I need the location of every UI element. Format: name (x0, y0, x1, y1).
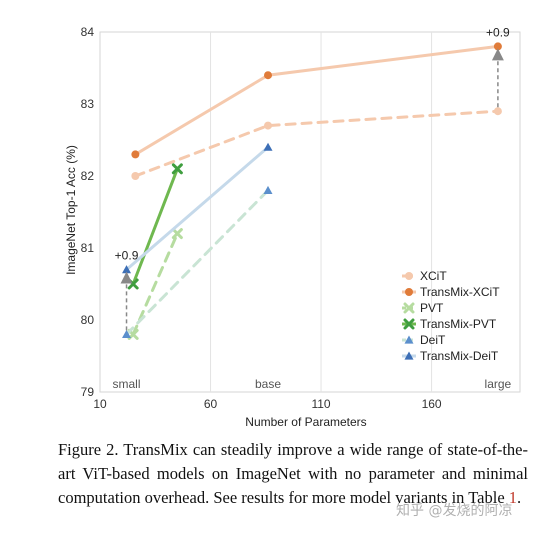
marker-x (171, 163, 183, 175)
marker-triangle (122, 329, 132, 338)
y-tick-label: 79 (81, 385, 95, 399)
marker-triangle (263, 185, 273, 194)
y-tick-label: 81 (81, 241, 95, 255)
marker-triangle (122, 265, 132, 274)
marker-triangle (404, 335, 414, 344)
y-tick-label: 82 (81, 169, 95, 183)
legend-item: TransMix-DeiT (402, 349, 499, 363)
size-label: large (485, 377, 512, 391)
figure-caption: Figure 2. TransMix can steadily improve … (58, 438, 528, 510)
y-tick-label: 84 (81, 25, 95, 39)
caption-table-ref[interactable]: 1 (508, 488, 518, 507)
y-tick-label: 83 (81, 97, 95, 111)
legend-item: TransMix-PVT (402, 317, 497, 331)
legend: XCiT TransMix-XCiT PVT TransMix-PVT DeiT Tran… (402, 269, 500, 363)
series-xcit (131, 107, 502, 180)
size-label: small (113, 377, 141, 391)
marker-x (171, 228, 183, 240)
series-transmix-pvt (127, 163, 183, 290)
series-line (131, 167, 179, 286)
marker-circle (405, 272, 413, 280)
marker-circle (131, 150, 140, 159)
grid (99, 31, 521, 393)
marker-circle (405, 288, 413, 296)
legend-label: PVT (420, 301, 444, 315)
size-label: base (255, 377, 281, 391)
series-deit (122, 185, 273, 338)
series-transmix-deit (122, 142, 273, 274)
improvement-label: +0.9 (115, 249, 139, 263)
marker-circle (264, 71, 272, 80)
series-line (125, 145, 270, 272)
annotation-layer: +0.9 +0.9 (115, 25, 510, 331)
series-line (125, 188, 270, 336)
legend-label: DeiT (420, 333, 446, 347)
x-tick-label: 10 (93, 397, 107, 411)
axes: Number of Parameters ImageNet Top-1 Acc … (64, 25, 512, 429)
legend-item: XCiT (402, 269, 447, 283)
marker-circle (131, 172, 140, 180)
y-axis-label: ImageNet Top-1 Acc (%) (64, 145, 78, 275)
caption-end: . (517, 488, 522, 507)
series-line (133, 44, 500, 156)
marker-x (403, 302, 415, 314)
series-line (131, 232, 179, 336)
x-tick-label: 60 (204, 397, 218, 411)
legend-item: TransMix-XCiT (402, 285, 500, 299)
legend-item: PVT (402, 301, 444, 315)
legend-item: DeiT (402, 333, 446, 347)
legend-label: XCiT (420, 269, 447, 283)
marker-circle (493, 42, 502, 51)
caption-text: Figure 2. TransMix can steadily improve … (58, 440, 528, 507)
series-transmix-xcit (131, 42, 502, 159)
marker-x (403, 318, 415, 330)
legend-label: TransMix-XCiT (420, 285, 500, 299)
series-layer (122, 42, 502, 340)
marker-triangle (263, 142, 273, 151)
watermark: 知乎 @发烧的阿凉 (396, 503, 513, 519)
x-tick-label: 110 (311, 397, 330, 411)
legend-label: TransMix-PVT (420, 317, 497, 331)
series-line (133, 109, 500, 178)
improvement-label: +0.9 (486, 25, 510, 39)
marker-circle (264, 121, 272, 130)
legend-label: TransMix-DeiT (420, 349, 499, 363)
marker-circle (493, 107, 502, 116)
x-tick-label: 160 (422, 397, 442, 411)
line-chart: +0.9 +0.9 Number of Parameters ImageNet T… (64, 25, 521, 429)
y-tick-label: 80 (81, 313, 95, 327)
x-axis-label: Number of Parameters (245, 415, 366, 429)
plot-frame (99, 31, 521, 393)
marker-triangle (404, 351, 414, 360)
